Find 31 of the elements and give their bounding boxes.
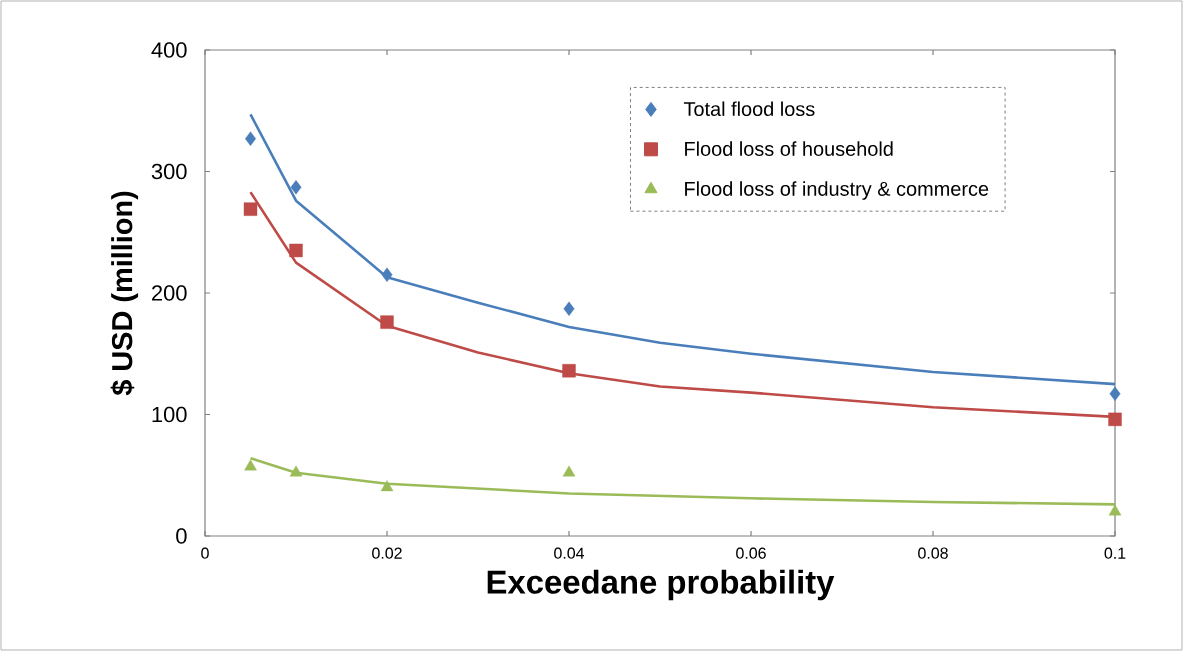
point <box>1108 412 1122 427</box>
y-tick-label: 400 <box>151 42 187 58</box>
y-tick-label: 0 <box>176 528 187 544</box>
point <box>245 131 256 146</box>
point <box>289 465 303 477</box>
x-tick-label: 0.1 <box>1104 547 1126 559</box>
point <box>380 480 394 492</box>
point <box>243 202 258 216</box>
y-tick-label: 100 <box>152 406 187 423</box>
point <box>562 465 576 477</box>
point <box>1109 386 1121 402</box>
point <box>562 364 576 378</box>
point <box>289 243 303 258</box>
y-tick-label: 300 <box>151 163 187 180</box>
x-tick-label: 0 <box>201 547 209 559</box>
legend-label: Flood loss of household <box>685 141 893 156</box>
x-tick-label: 0.04 <box>554 547 585 559</box>
x-axis-title: Exceedane probability <box>487 569 835 601</box>
x-tick-label: 0.08 <box>918 547 948 559</box>
point <box>244 459 257 471</box>
y-axis-title: $ USD (million) <box>110 191 139 396</box>
legend-label: Flood loss of industry & commerce <box>685 181 989 200</box>
point <box>381 267 393 282</box>
legend-label: Total flood loss <box>683 101 815 117</box>
x-tick-label: 0.06 <box>736 547 766 559</box>
y-tick-label: 200 <box>152 285 187 301</box>
point <box>1108 504 1122 516</box>
point <box>380 315 394 329</box>
point <box>290 180 302 195</box>
point <box>563 301 575 316</box>
x-tick-label: 0.02 <box>372 547 402 559</box>
